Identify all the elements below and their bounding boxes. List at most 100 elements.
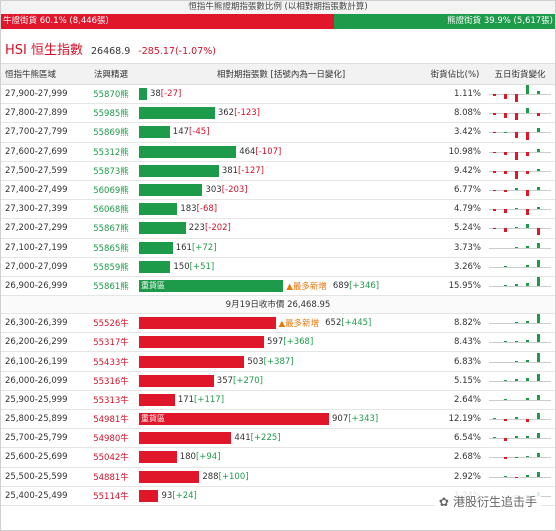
sparkline-bar [504,113,507,118]
header-spark: 五日街貨變化 [494,70,546,80]
volume-value: 147 [172,127,190,138]
sparkline-bar [504,341,507,343]
range-cell: 27,000-27,099 [5,261,68,272]
warrant-code-link[interactable]: 55526牛 [93,319,129,330]
sparkline-baseline [489,190,551,192]
sparkline-bar [515,476,518,479]
table-row: 27,500-27,599 55873熊 381 [-127] 9.42% [1,162,555,181]
sparkline-bar [493,113,496,116]
volume-bar-cell: 223 [-202] [137,219,425,237]
sparkline-bar [526,359,529,362]
sparkline-baseline [489,380,551,382]
warrant-code-link[interactable]: 54881牛 [93,472,129,483]
header-pct: 街貨佔比(%) [430,70,480,80]
sparkline-baseline [489,266,551,268]
sparkline-bar [493,151,496,154]
sparkline-bar [537,127,540,133]
range-cell: 27,600-27,699 [5,146,68,157]
sparkline-bar [526,132,529,140]
volume-bar-cell: 93 [+24] [137,487,425,505]
watermark-text: 港股衍生追击手 [452,495,537,509]
volume-bar-cell: 180 [+94] [137,448,425,466]
volume-bar [139,336,265,349]
five-day-sparkline [485,429,555,447]
share-pct-cell: 3.73% [453,242,481,253]
warrant-code-link[interactable]: 55312熊 [93,147,129,158]
sparkline-bar [537,243,540,248]
index-name[interactable]: HSI 恒生指數 [5,43,83,58]
sparkline-baseline [489,419,551,421]
range-cell: 25,500-25,599 [5,471,68,482]
sparkline-bar [504,94,507,100]
range-cell: 25,900-25,999 [5,394,68,405]
bull-rows: 26,300-26,399 55526牛 ▲最多新增 652 [+445] 8.82% 26… [1,314,555,506]
daily-change: [-27] [160,89,182,100]
sparkline-bar [504,151,507,156]
volume-bar [139,432,232,445]
sparkline-bar [493,190,496,191]
warrant-code-link[interactable]: 55317牛 [93,338,129,349]
warrant-code-link[interactable]: 54981牛 [93,415,129,426]
range-cell: 25,400-25,499 [5,490,68,501]
volume-bar-cell: 重貨區 ▲最多新增 689 [+346] [137,277,425,295]
sparkline-bar [504,170,507,174]
warrant-code-link[interactable]: 56068熊 [93,205,129,216]
warrant-code-link[interactable]: 55873熊 [93,166,129,177]
warrant-code-link[interactable]: 56069熊 [93,186,129,197]
sparkline-bar [526,107,529,114]
warrant-code-link[interactable]: 54980牛 [93,434,129,445]
sparkline-bar [515,246,518,248]
sparkline-bar [537,148,540,152]
cbbc-table: 恒指牛熊區域 法興精選 相對期指張數 [括號內為一日變化] 街貨佔比(%) 五日… [1,63,555,506]
volume-value: 689 [332,280,350,291]
sparkline-bar [504,228,507,232]
share-pct-cell: 3.26% [453,261,481,272]
sparkline-bar [537,276,540,286]
volume-bar-cell: 147 [-45] [137,123,425,141]
range-cell: 27,900-27,999 [5,89,68,100]
volume-bar: 重貨區 [139,413,329,426]
sparkline-bar [515,113,518,121]
warrant-code-link[interactable]: 55865熊 [93,243,129,254]
five-day-sparkline [485,448,555,466]
share-pct-cell: 5.24% [453,223,481,234]
warrant-code-link[interactable]: 55861熊 [93,281,129,292]
table-row: 27,400-27,499 56069熊 303 [-203] 6.77% [1,181,555,201]
warrant-code-link[interactable]: 55313牛 [93,395,129,406]
volume-bar [139,203,178,216]
warrant-code-link[interactable]: 55042牛 [93,453,129,464]
table-row: 27,600-27,699 55312熊 464 [-107] 10.98% [1,143,555,162]
volume-value: 441 [234,433,251,444]
sparkline-baseline [489,151,551,153]
volume-value: 93 [161,490,173,501]
warrant-code-link[interactable]: 55867熊 [93,224,129,235]
daily-change: [-45] [189,127,210,138]
share-pct-cell: 15.95% [448,280,481,291]
warrant-code-link[interactable]: 55859熊 [93,262,129,273]
share-pct-cell: 8.43% [453,337,481,348]
range-cell: 25,800-25,899 [5,414,68,425]
warrant-code-link[interactable]: 55316牛 [93,376,129,387]
range-cell: 26,100-26,199 [5,356,68,367]
five-day-sparkline [485,276,555,295]
sparkline-bar [526,339,529,343]
sparkline-bar [526,435,529,439]
sparkline-baseline [489,113,551,115]
range-cell: 27,300-27,399 [5,204,68,215]
sparkline-bar [537,228,540,235]
sparkline-bar [526,209,529,215]
daily-change: [+24] [172,490,197,501]
warrant-code-link[interactable]: 55433牛 [93,357,129,368]
warrant-code-link[interactable]: 55985熊 [93,109,129,120]
warrant-code-link[interactable]: 55869熊 [93,128,129,139]
share-pct-cell: 9.42% [453,165,481,176]
warrant-code-link[interactable]: 55870熊 [93,90,129,101]
sparkline-bar [493,209,496,212]
sparkline-bar [537,259,540,267]
sparkline-bar [515,341,518,343]
sparkline-bar [537,314,540,324]
volume-value: 38 [149,89,161,100]
warrant-code-link[interactable]: 55114牛 [93,491,129,502]
sparkline-bar [493,437,496,439]
daily-change: [-127] [238,165,264,176]
